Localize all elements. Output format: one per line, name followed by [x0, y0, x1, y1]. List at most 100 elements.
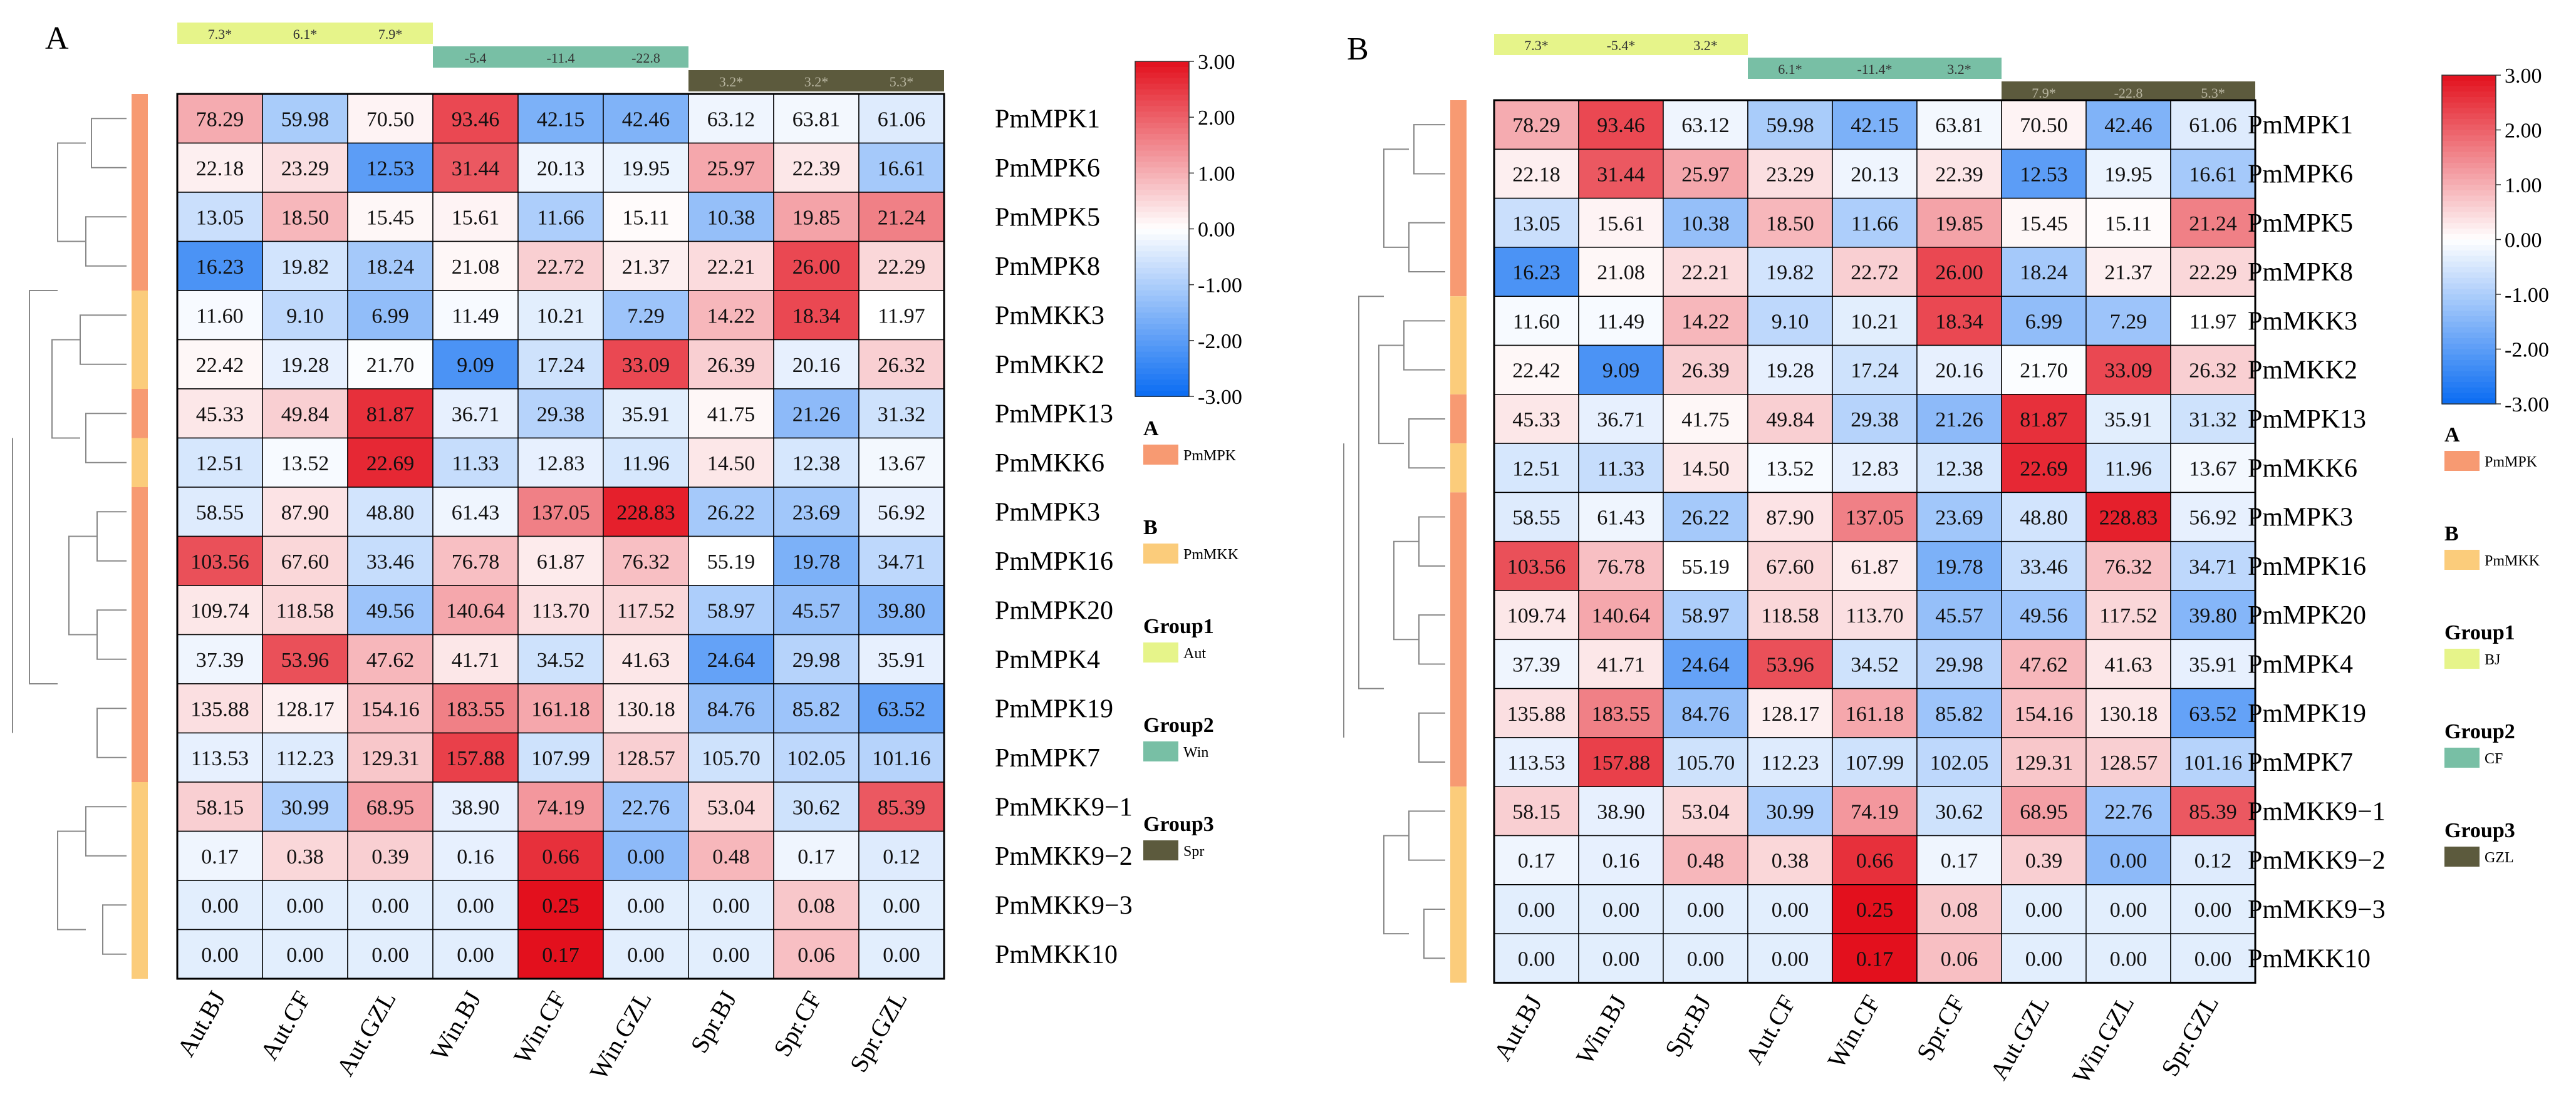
cell-value: 58.55 [196, 501, 244, 524]
heatmap-cell [603, 585, 689, 636]
cell-value: 19.28 [281, 354, 330, 377]
colorbar-step [2442, 86, 2496, 93]
legend-title: A [1143, 417, 1159, 440]
heatmap-cell [773, 192, 860, 242]
legend-label: Aut [1183, 646, 1206, 662]
colorbar-step [1135, 128, 1189, 135]
legend-label: BJ [2485, 652, 2500, 668]
cell-value: 61.87 [537, 550, 585, 574]
cell-value: 58.97 [1681, 604, 1730, 627]
heatmap-cell [858, 781, 945, 832]
cell-value: 48.80 [2020, 507, 2068, 530]
cell-value: 0.12 [883, 845, 920, 869]
colorbar-step [2442, 207, 2496, 213]
grid-border [176, 93, 945, 980]
colorbar-step [2442, 289, 2496, 295]
row-label: PmMPK20 [2248, 601, 2366, 630]
cell-value: 34.71 [2189, 555, 2237, 579]
cell-value: 26.39 [1681, 359, 1730, 383]
colorbar-step [1135, 89, 1189, 96]
heatmap-cell [177, 830, 263, 881]
cell-value: 22.42 [1512, 359, 1561, 383]
cell-value: 21.70 [366, 354, 415, 377]
colorbar-step [2442, 135, 2496, 142]
heatmap-cell [1747, 443, 1833, 493]
cell-value: 113.70 [532, 599, 589, 622]
heatmap-cell [517, 240, 604, 291]
cell-value: 137.05 [1846, 507, 1904, 530]
heatmap-cell [2170, 344, 2256, 395]
heatmap-cell [688, 535, 774, 586]
heatmap-cell [517, 535, 604, 586]
heatmap-cell [517, 142, 604, 193]
colorbar-step [1135, 72, 1189, 79]
legend-swatch [1143, 445, 1178, 465]
cell-value: 33.09 [2104, 359, 2153, 383]
cell-value: 22.21 [1681, 261, 1730, 284]
colorbar-step [1135, 223, 1189, 230]
row-label: PmMKK9−1 [2248, 797, 2386, 826]
heatmap-cell [603, 781, 689, 832]
cell-value: 21.37 [622, 255, 670, 279]
cell-value: 84.76 [707, 698, 756, 721]
cell-value: 22.76 [622, 796, 670, 819]
colorbar-step [2442, 201, 2496, 207]
heatmap-cell [2085, 590, 2171, 641]
cell-value: 0.00 [1602, 947, 1640, 971]
row-label: PmMPK19 [2248, 699, 2366, 728]
dendrogram-branch [85, 413, 127, 463]
colorbar-step [2442, 195, 2496, 202]
row-label: PmMKK9−3 [2248, 895, 2386, 924]
heatmap-cell [858, 634, 945, 684]
cell-value: 19.28 [1766, 359, 1814, 383]
cell-value: 49.84 [1766, 408, 1814, 431]
cell-value: 39.80 [878, 599, 926, 622]
colorbar-step [2442, 261, 2496, 268]
colorbar-tick-label: 2.00 [1198, 106, 1235, 130]
cell-value: 0.00 [1518, 899, 1555, 922]
cell-value: 135.88 [190, 698, 249, 721]
heatmap-cell [2001, 786, 2087, 837]
heatmap-cell [432, 585, 519, 636]
heatmap-cell [262, 142, 348, 193]
panel-label: B [1347, 31, 1369, 67]
cell-value: 0.00 [1772, 899, 1809, 922]
colorbar-step [2442, 398, 2496, 405]
cell-value: 63.12 [707, 108, 756, 131]
cell-value: 10.38 [1681, 212, 1730, 235]
cell-value: 130.18 [2099, 703, 2158, 726]
cell-value: 55.19 [707, 550, 756, 574]
cell-value: 55.19 [1681, 555, 1730, 579]
cell-value: 140.64 [1592, 604, 1651, 627]
heatmap-cell [773, 585, 860, 636]
heatmap-cell [432, 634, 519, 684]
row-label: PmMPK16 [995, 547, 1113, 576]
heatmap-cell [1832, 884, 1918, 934]
cell-value: 0.66 [1856, 850, 1894, 873]
annotation-value: 7.9* [2032, 85, 2056, 101]
heatmap-cell [177, 929, 263, 979]
heatmap-cell [773, 437, 860, 488]
cell-value: 14.50 [1681, 457, 1730, 480]
heatmap-cell [517, 781, 604, 832]
heatmap-cell [858, 683, 945, 734]
heatmap-cell [1578, 933, 1664, 984]
heatmap-cell [773, 93, 860, 144]
heatmap-cell [177, 487, 263, 537]
heatmap-cell [177, 634, 263, 684]
cell-value: 14.22 [707, 304, 756, 327]
heatmap-cell [2085, 394, 2171, 444]
cell-value: 35.91 [622, 403, 670, 426]
dendrogram-branch [96, 511, 127, 562]
heatmap-cell [858, 929, 945, 979]
cell-value: 0.00 [1602, 899, 1640, 922]
cell-value: 0.00 [1518, 947, 1555, 971]
legend-swatch [2444, 847, 2480, 867]
cell-value: 21.24 [2189, 212, 2237, 235]
cell-value: 19.78 [1935, 555, 1983, 579]
colorbar-step [2442, 212, 2496, 219]
cell-value: 59.98 [281, 108, 330, 131]
annotation-value: -11.4* [1857, 61, 1892, 77]
column-label: Spr.GZL [2156, 990, 2225, 1081]
colorbar-step [1135, 206, 1189, 213]
